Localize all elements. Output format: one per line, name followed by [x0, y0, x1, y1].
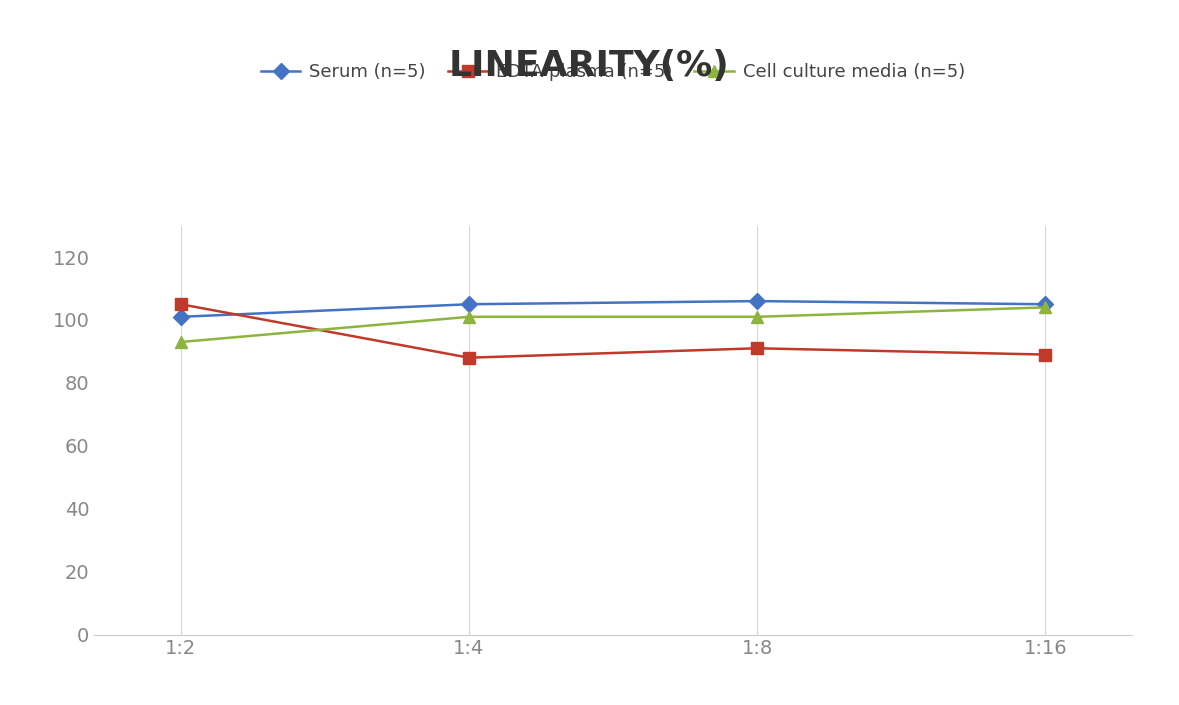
Text: LINEARITY(%): LINEARITY(%) — [449, 49, 730, 83]
Legend: Serum (n=5), EDTA plasma (n=5), Cell culture media (n=5): Serum (n=5), EDTA plasma (n=5), Cell cul… — [261, 63, 966, 81]
